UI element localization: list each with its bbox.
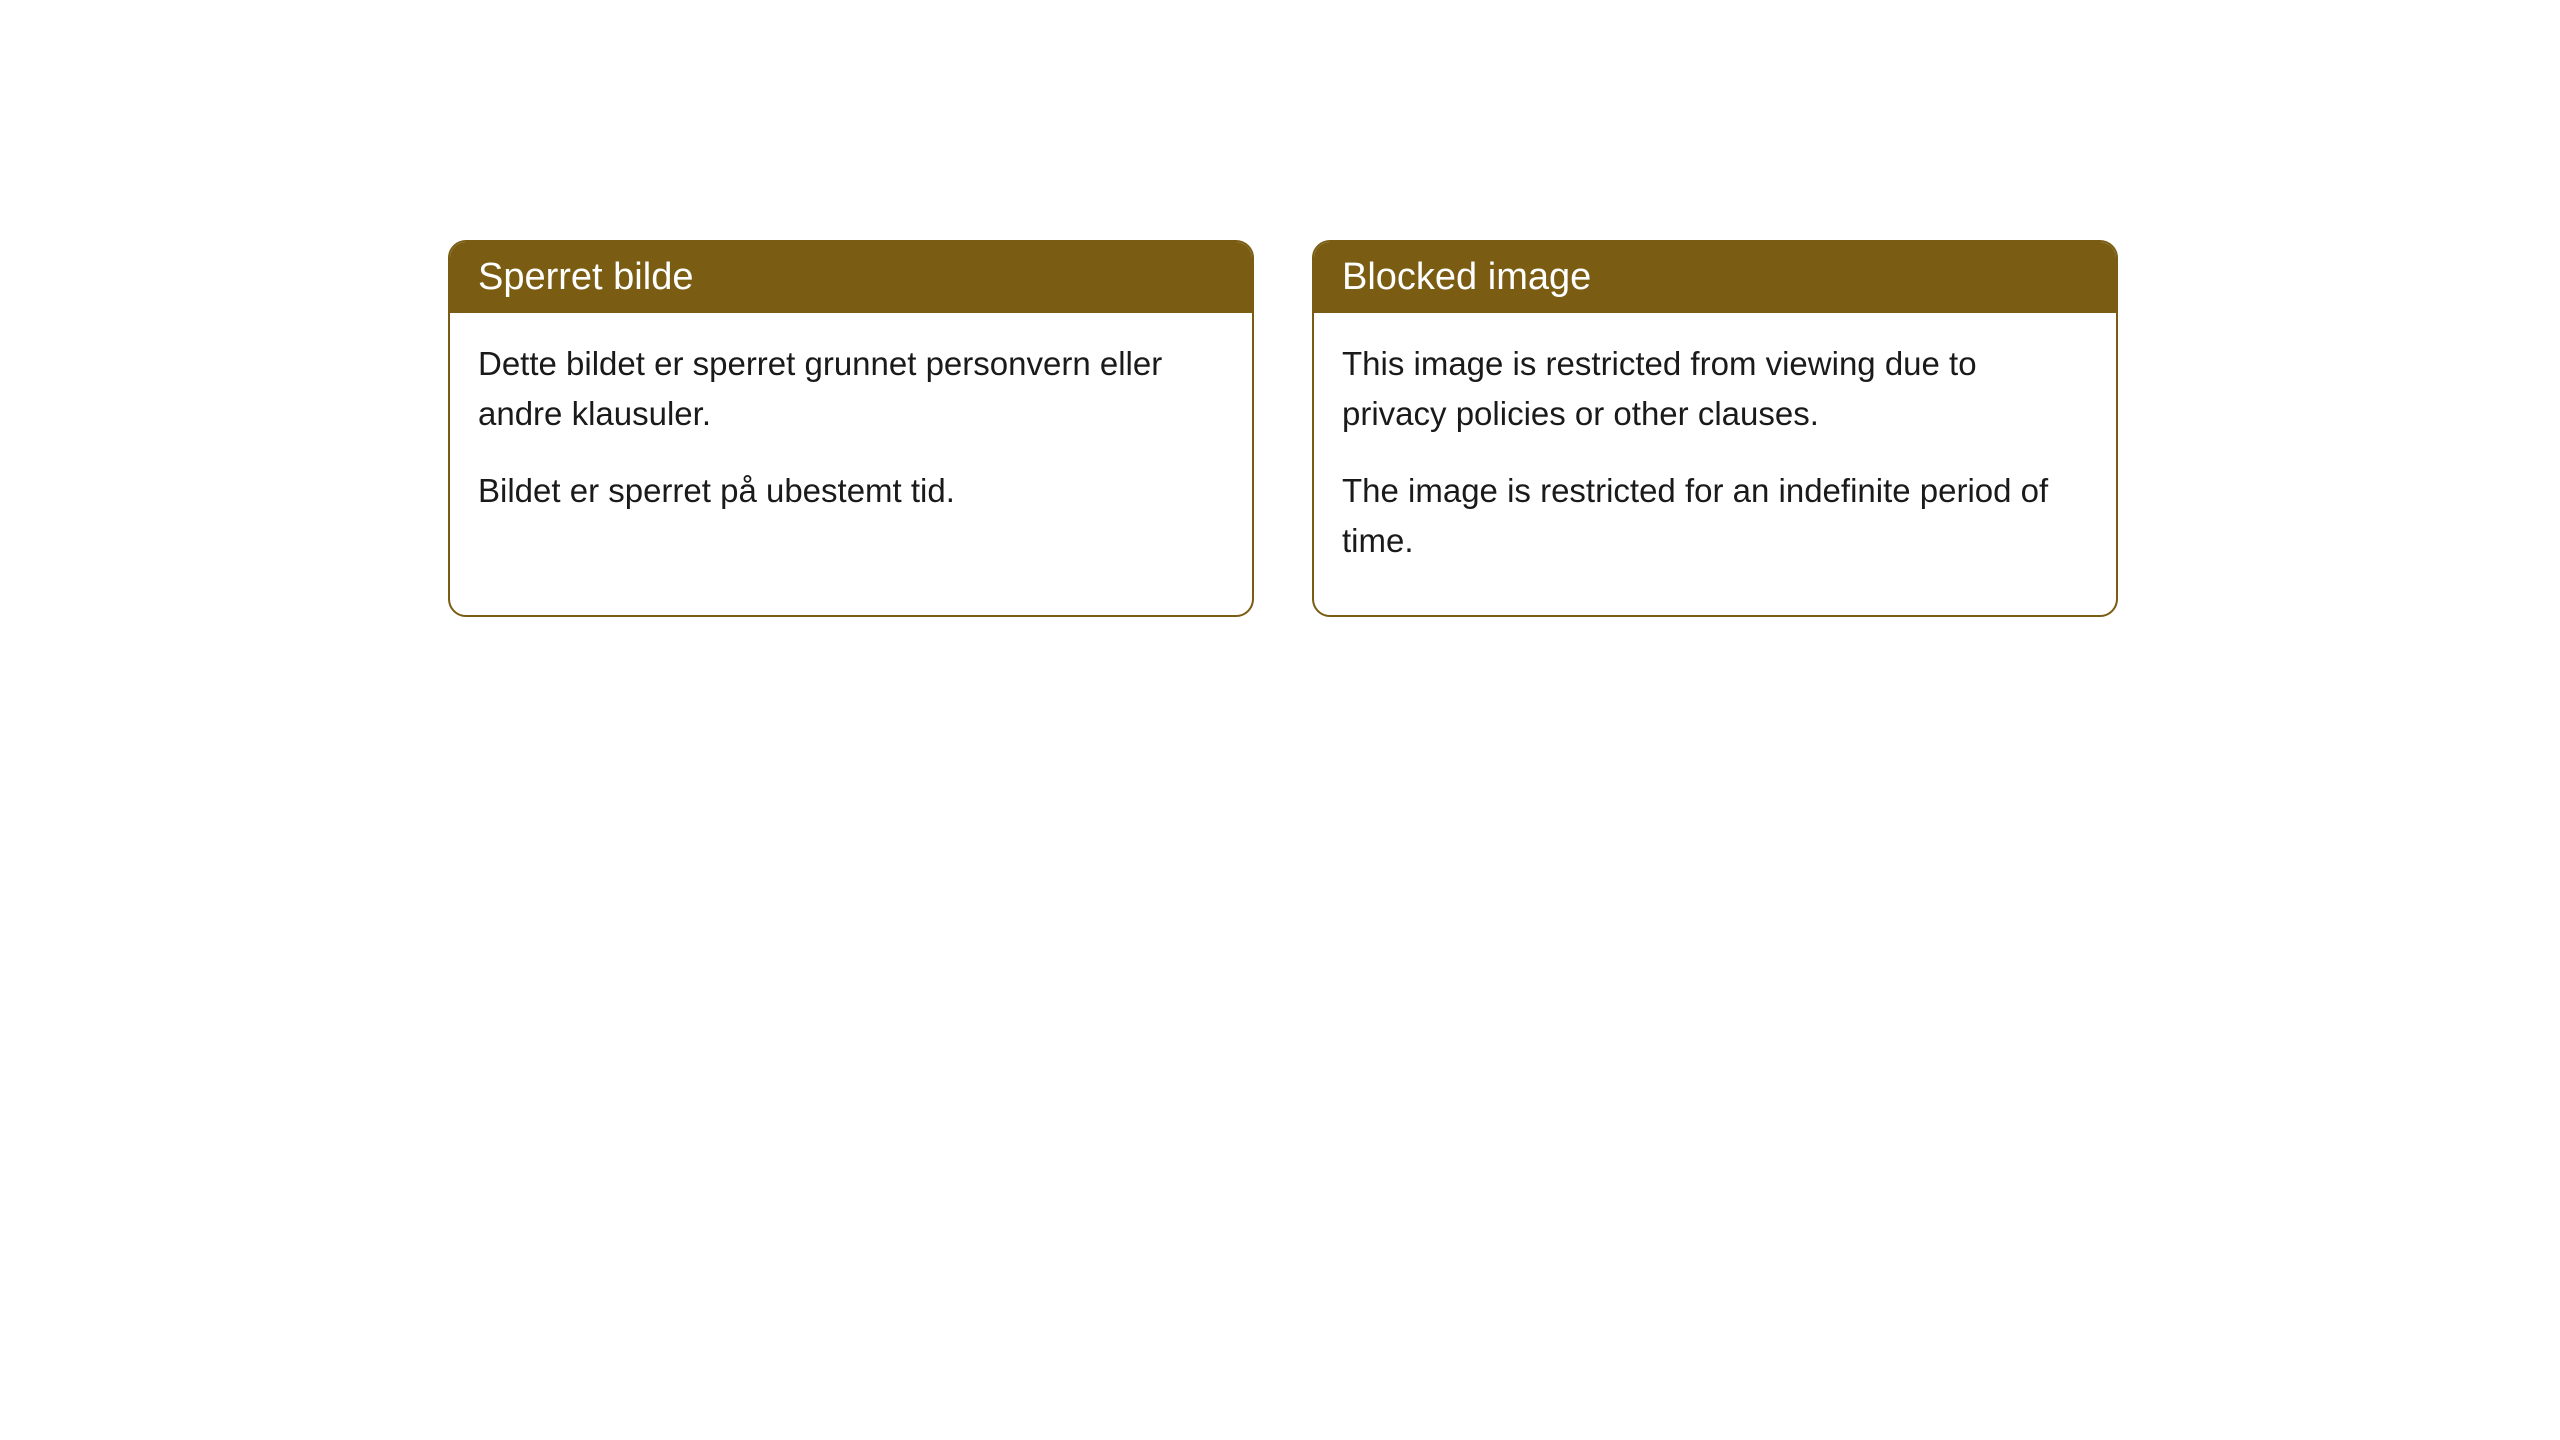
card-title: Sperret bilde <box>478 256 693 298</box>
notice-text-2: The image is restricted for an indefinit… <box>1342 466 2088 565</box>
blocked-image-card-english: Blocked image This image is restricted f… <box>1312 240 2118 617</box>
blocked-image-card-norwegian: Sperret bilde Dette bildet er sperret gr… <box>448 240 1254 617</box>
notice-text-1: This image is restricted from viewing du… <box>1342 339 2088 438</box>
notice-text-2: Bildet er sperret på ubestemt tid. <box>478 466 1224 516</box>
card-body-english: This image is restricted from viewing du… <box>1314 313 2116 615</box>
card-header-norwegian: Sperret bilde <box>450 242 1252 313</box>
notice-text-1: Dette bildet er sperret grunnet personve… <box>478 339 1224 438</box>
card-header-english: Blocked image <box>1314 242 2116 313</box>
notice-cards-container: Sperret bilde Dette bildet er sperret gr… <box>448 240 2118 617</box>
card-title: Blocked image <box>1342 256 1591 298</box>
card-body-norwegian: Dette bildet er sperret grunnet personve… <box>450 313 1252 566</box>
